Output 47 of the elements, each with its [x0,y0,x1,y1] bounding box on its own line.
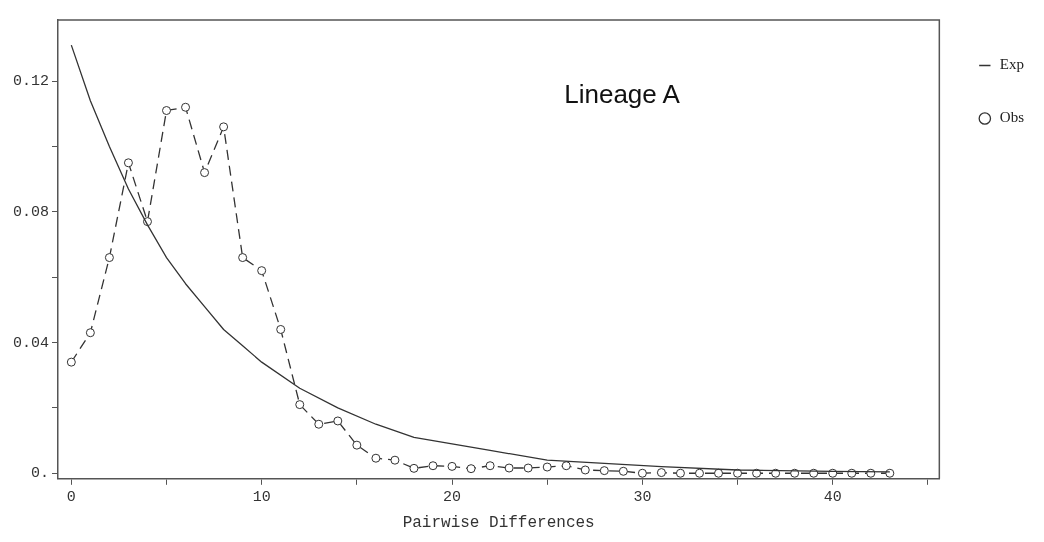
point [542,462,552,472]
point [104,253,114,263]
point [694,468,704,478]
legend-label: Exp [999,56,1024,73]
x-tick-label: 10 [252,488,271,506]
point [409,463,419,473]
x-tick-label: 30 [633,488,652,506]
point [257,266,267,276]
legend-label: Obs [999,109,1025,126]
point [390,455,400,465]
point [333,416,343,426]
point [200,168,210,178]
point [504,463,514,473]
point [314,419,324,429]
point [238,253,248,263]
x-tick-label: 0 [66,488,76,506]
point [561,461,571,471]
point [428,461,438,471]
point [371,453,381,463]
point [656,468,666,478]
point [123,158,133,168]
text: Lineage A [564,79,681,110]
point [66,357,76,367]
point [637,468,647,478]
point [485,461,495,471]
y-tick-label: 0.12 [12,73,50,91]
point [599,466,609,476]
x-tick-label: 20 [443,488,462,506]
point [276,324,286,334]
point [466,464,476,474]
point [675,468,685,478]
x-axis-title: Pairwise Differences [402,513,595,532]
point [580,465,590,475]
point [523,463,533,473]
point [618,466,628,476]
point [714,468,724,478]
y-tick-label: 0. [30,465,50,483]
point [162,106,172,116]
point [295,400,305,410]
point [85,328,95,338]
point [181,102,191,112]
point [352,440,362,450]
point [219,122,229,132]
y-tick-label: 0.04 [12,334,50,352]
point [447,461,457,471]
x-tick-label: 40 [823,488,842,506]
y-tick-label: 0.08 [12,203,50,221]
